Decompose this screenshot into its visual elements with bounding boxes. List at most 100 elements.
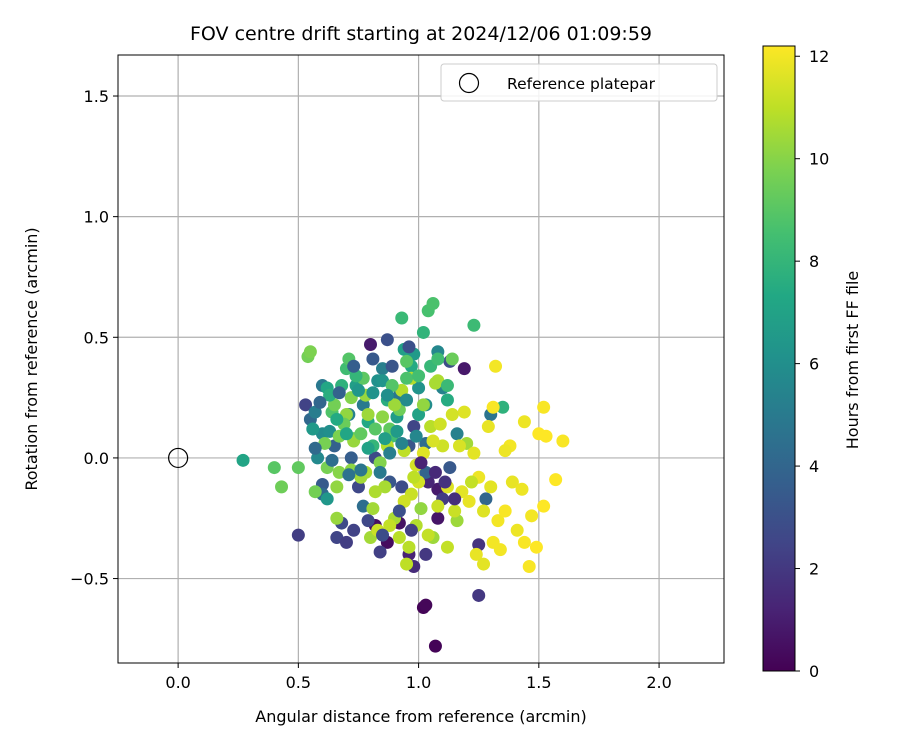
- scatter-point: [537, 400, 551, 414]
- scatter-point: [306, 422, 320, 436]
- scatter-point: [351, 383, 365, 397]
- colorbar-tick-label: 2: [809, 560, 819, 579]
- scatter-point: [330, 511, 344, 525]
- scatter-point: [452, 439, 466, 453]
- scatter-point: [431, 499, 445, 513]
- scatter-point: [436, 439, 450, 453]
- scatter-point: [445, 407, 459, 421]
- scatter-point: [431, 352, 445, 366]
- colorbar-ticks: 0 2 4 6 8 10 12: [795, 47, 829, 681]
- scatter-point: [364, 338, 377, 352]
- scatter-point: [330, 480, 344, 494]
- scatter-point: [428, 465, 442, 479]
- colorbar-tick-label: 0: [809, 662, 819, 681]
- scatter-point: [448, 504, 462, 518]
- colorbar-tick-label: 4: [809, 457, 819, 476]
- scatter-point: [378, 480, 392, 494]
- scatter-point: [477, 557, 491, 571]
- scatter-point: [385, 359, 399, 373]
- scatter-point: [303, 345, 317, 359]
- scatter-point: [498, 504, 512, 518]
- scatter-point: [361, 514, 375, 528]
- scatter-point: [388, 398, 402, 412]
- scatter-point: [366, 352, 380, 366]
- scatter-point: [347, 523, 361, 537]
- scatter-point: [426, 297, 440, 311]
- scatter-point: [392, 504, 406, 518]
- scatter-point: [402, 340, 416, 354]
- scatter-point: [440, 393, 454, 407]
- scatter-point: [440, 379, 454, 393]
- legend-entry: Reference platepar: [507, 75, 656, 93]
- scatter-point: [556, 434, 570, 448]
- colorbar-gradient: [762, 45, 796, 672]
- y-axis-label: Rotation from reference (arcmin): [22, 227, 41, 490]
- scatter-point: [275, 480, 289, 494]
- scatter-point: [308, 485, 322, 499]
- scatter-point: [529, 540, 543, 554]
- scatter-point: [344, 451, 358, 465]
- scatter-point: [323, 424, 337, 438]
- scatter-point: [397, 494, 411, 508]
- scatter-point: [392, 531, 406, 545]
- scatter-point: [390, 424, 404, 438]
- scatter-point: [438, 475, 452, 489]
- scatter-point: [368, 485, 382, 499]
- scatter-point: [378, 432, 392, 446]
- scatter-point: [376, 410, 390, 424]
- scatter-point: [479, 492, 493, 506]
- x-axis: 0.0 0.5 1.0 1.5 2.0: [165, 663, 672, 692]
- scatter-point: [400, 393, 414, 407]
- scatter-point: [505, 475, 519, 489]
- scatter-point: [414, 502, 428, 516]
- colorbar: 0 2 4 6 8 10 12 Hours from first FF file: [762, 45, 862, 681]
- scatter-point: [395, 311, 409, 325]
- scatter-point: [320, 492, 334, 506]
- scatter-point: [428, 639, 442, 653]
- scatter-point: [299, 398, 313, 412]
- scatter-point: [313, 395, 327, 409]
- plot-frame: [117, 54, 725, 664]
- plot-area: [118, 55, 724, 663]
- scatter-point: [489, 359, 503, 373]
- colorbar-tick-label: 8: [809, 252, 819, 271]
- scatter-point: [467, 446, 481, 460]
- scatter-point: [376, 528, 390, 542]
- scatter-point: [366, 502, 380, 516]
- scatter-point: [539, 429, 553, 443]
- scatter-point: [486, 400, 500, 414]
- scatter-point: [472, 588, 486, 602]
- scatter-point: [549, 473, 563, 487]
- legend-marker-icon: [458, 72, 480, 94]
- scatter-point: [412, 369, 426, 383]
- scatter-point: [517, 415, 531, 429]
- scatter-point: [332, 386, 346, 400]
- scatter-point: [412, 381, 426, 395]
- y-tick-label: 0.0: [84, 449, 109, 468]
- legend: Reference platepar: [440, 63, 718, 102]
- scatter-point: [339, 427, 353, 441]
- scatter-point: [462, 494, 476, 508]
- scatter-point: [373, 465, 387, 479]
- scatter-point: [373, 545, 387, 559]
- scatter-point: [395, 436, 409, 450]
- scatter-point: [419, 547, 433, 561]
- x-tick-label: 1.5: [526, 673, 551, 692]
- x-tick-label: 0.5: [286, 673, 311, 692]
- scatter-point: [496, 400, 510, 414]
- scatter-point: [342, 468, 356, 482]
- scatter-point: [291, 461, 305, 475]
- scatter-point: [416, 398, 430, 412]
- scatter-point: [407, 470, 421, 484]
- scatter-point: [402, 540, 416, 554]
- scatter-point: [395, 480, 409, 494]
- scatter-point: [419, 598, 433, 612]
- scatter-point: [318, 436, 332, 450]
- chart-title: FOV centre drift starting at 2024/12/06 …: [190, 23, 652, 45]
- scatter-point: [383, 518, 397, 532]
- x-axis-label: Angular distance from reference (arcmin): [255, 707, 586, 726]
- scatter-point: [361, 441, 375, 455]
- scatter-point: [383, 446, 397, 460]
- colorbar-tick-label: 6: [809, 355, 819, 374]
- scatter-point: [525, 509, 539, 523]
